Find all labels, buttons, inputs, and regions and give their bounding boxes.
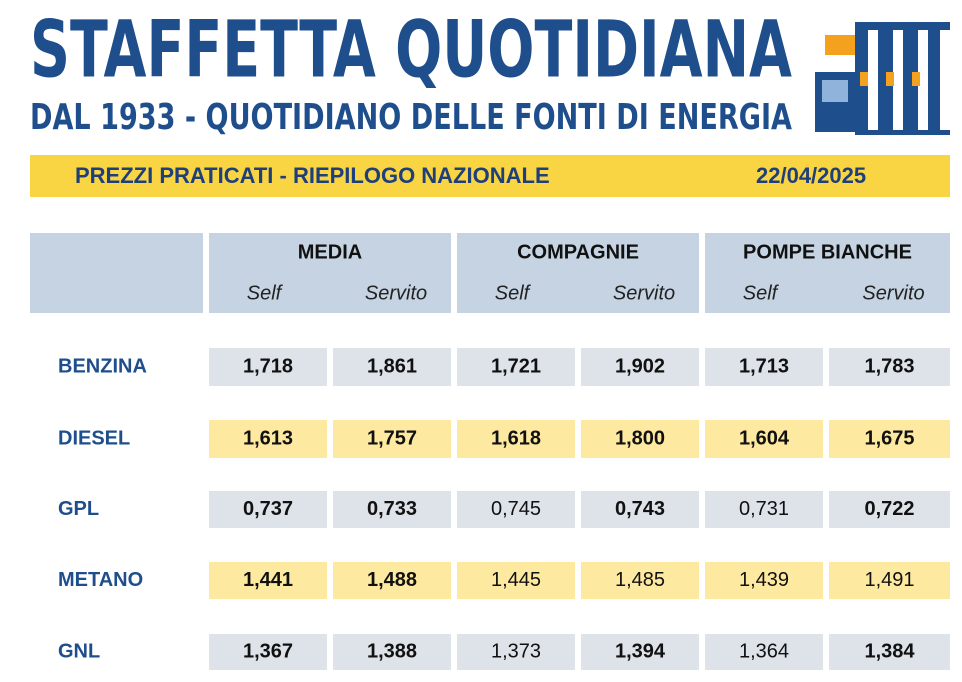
cell-value: 1,613	[243, 427, 293, 449]
cell	[581, 491, 699, 528]
cell-value: 1,783	[864, 355, 914, 377]
cell-value: 1,675	[864, 427, 914, 449]
cell	[333, 634, 451, 670]
cell	[581, 348, 699, 386]
row-label: METANO	[58, 569, 143, 591]
cell	[829, 634, 950, 670]
cell	[457, 634, 575, 670]
column-name: Servito	[365, 282, 427, 304]
cell-value: 1,757	[367, 427, 417, 449]
column-name: Servito	[862, 282, 924, 304]
cell	[829, 420, 950, 458]
cell	[705, 348, 823, 386]
cell-value: 0,737	[243, 498, 293, 520]
group-header	[705, 233, 950, 313]
cell-value: 1,618	[491, 427, 541, 449]
banner-label: PREZZI PRATICATI - RIEPILOGO NAZIONALE	[75, 163, 550, 188]
cell-value: 1,488	[367, 569, 417, 591]
cell	[829, 562, 950, 599]
cell	[581, 420, 699, 458]
group-name: POMPE BIANCHE	[743, 241, 912, 263]
cell-value: 0,733	[367, 498, 417, 520]
cell	[829, 348, 950, 386]
group-name: MEDIA	[298, 241, 362, 263]
column-name: Self	[495, 282, 532, 304]
cell-value: 1,861	[367, 355, 417, 377]
cell-value: 1,902	[615, 355, 665, 377]
cell	[457, 491, 575, 528]
cell	[705, 491, 823, 528]
cell	[209, 420, 327, 458]
row-label: GNL	[58, 640, 100, 662]
cell	[829, 491, 950, 528]
cell-value: 0,745	[491, 498, 541, 520]
header-cell	[30, 233, 203, 313]
cell-value: 1,445	[491, 569, 541, 591]
cell	[457, 562, 575, 599]
banner-date: 22/04/2025	[756, 163, 866, 188]
title: STAFFETTA QUOTIDIANA	[30, 5, 792, 95]
cell	[705, 420, 823, 458]
group-header	[209, 233, 451, 313]
cell-value: 1,604	[739, 427, 790, 449]
cell	[209, 562, 327, 599]
cell	[209, 348, 327, 386]
cell	[209, 491, 327, 528]
cell	[705, 562, 823, 599]
subtitle: DAL 1933 - QUOTIDIANO DELLE FONTI DI ENE…	[30, 97, 792, 138]
cell	[705, 634, 823, 670]
cell-value: 0,731	[739, 498, 789, 520]
cell-value: 1,800	[615, 427, 665, 449]
column-name: Self	[743, 282, 780, 304]
row-label: GPL	[58, 498, 99, 520]
column-name: Servito	[613, 282, 675, 304]
column-name: Self	[247, 282, 284, 304]
cell	[333, 348, 451, 386]
cell	[457, 348, 575, 386]
banner	[30, 155, 950, 197]
cell-value: 1,373	[491, 640, 541, 662]
cell	[333, 562, 451, 599]
cell-value: 1,485	[615, 569, 665, 591]
cell-value: 1,384	[864, 640, 915, 662]
cell-value: 1,491	[864, 569, 914, 591]
cell-value: 1,394	[615, 640, 666, 662]
cell	[457, 420, 575, 458]
group-header	[457, 233, 699, 313]
cell-value: 1,713	[739, 355, 789, 377]
cell	[581, 634, 699, 670]
cell-value: 1,441	[243, 569, 293, 591]
cell	[333, 491, 451, 528]
group-name: COMPAGNIE	[517, 241, 639, 263]
cell	[581, 562, 699, 599]
cell-value: 0,743	[615, 498, 665, 520]
cell	[209, 634, 327, 670]
cell-value: 1,364	[739, 640, 789, 662]
row-label: BENZINA	[58, 355, 147, 377]
cell-value: 1,718	[243, 355, 293, 377]
logo	[815, 22, 950, 135]
cell-value: 1,439	[739, 569, 789, 591]
cell-value: 0,722	[864, 498, 914, 520]
row-label: DIESEL	[58, 427, 130, 449]
cell	[333, 420, 451, 458]
cell-value: 1,367	[243, 640, 293, 662]
cell-value: 1,721	[491, 355, 541, 377]
cell-value: 1,388	[367, 640, 417, 662]
